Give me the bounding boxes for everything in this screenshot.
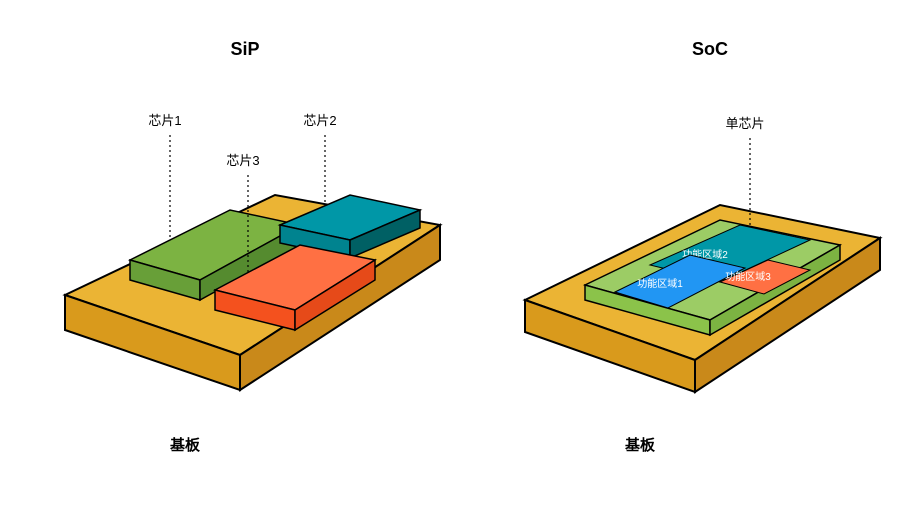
- chip2-label: 芯片2: [303, 113, 336, 128]
- region3-label: 功能区域3: [725, 270, 771, 283]
- chip3-label: 芯片3: [226, 153, 259, 168]
- soc-substrate-label: 基板: [624, 436, 656, 454]
- sip-title: SiP: [230, 39, 259, 59]
- chip1-label: 芯片1: [148, 113, 181, 128]
- single-chip-label: 单芯片: [725, 116, 764, 131]
- soc-title: SoC: [692, 39, 728, 59]
- region1-label: 功能区域1: [637, 277, 683, 290]
- sip-substrate-label: 基板: [169, 436, 201, 454]
